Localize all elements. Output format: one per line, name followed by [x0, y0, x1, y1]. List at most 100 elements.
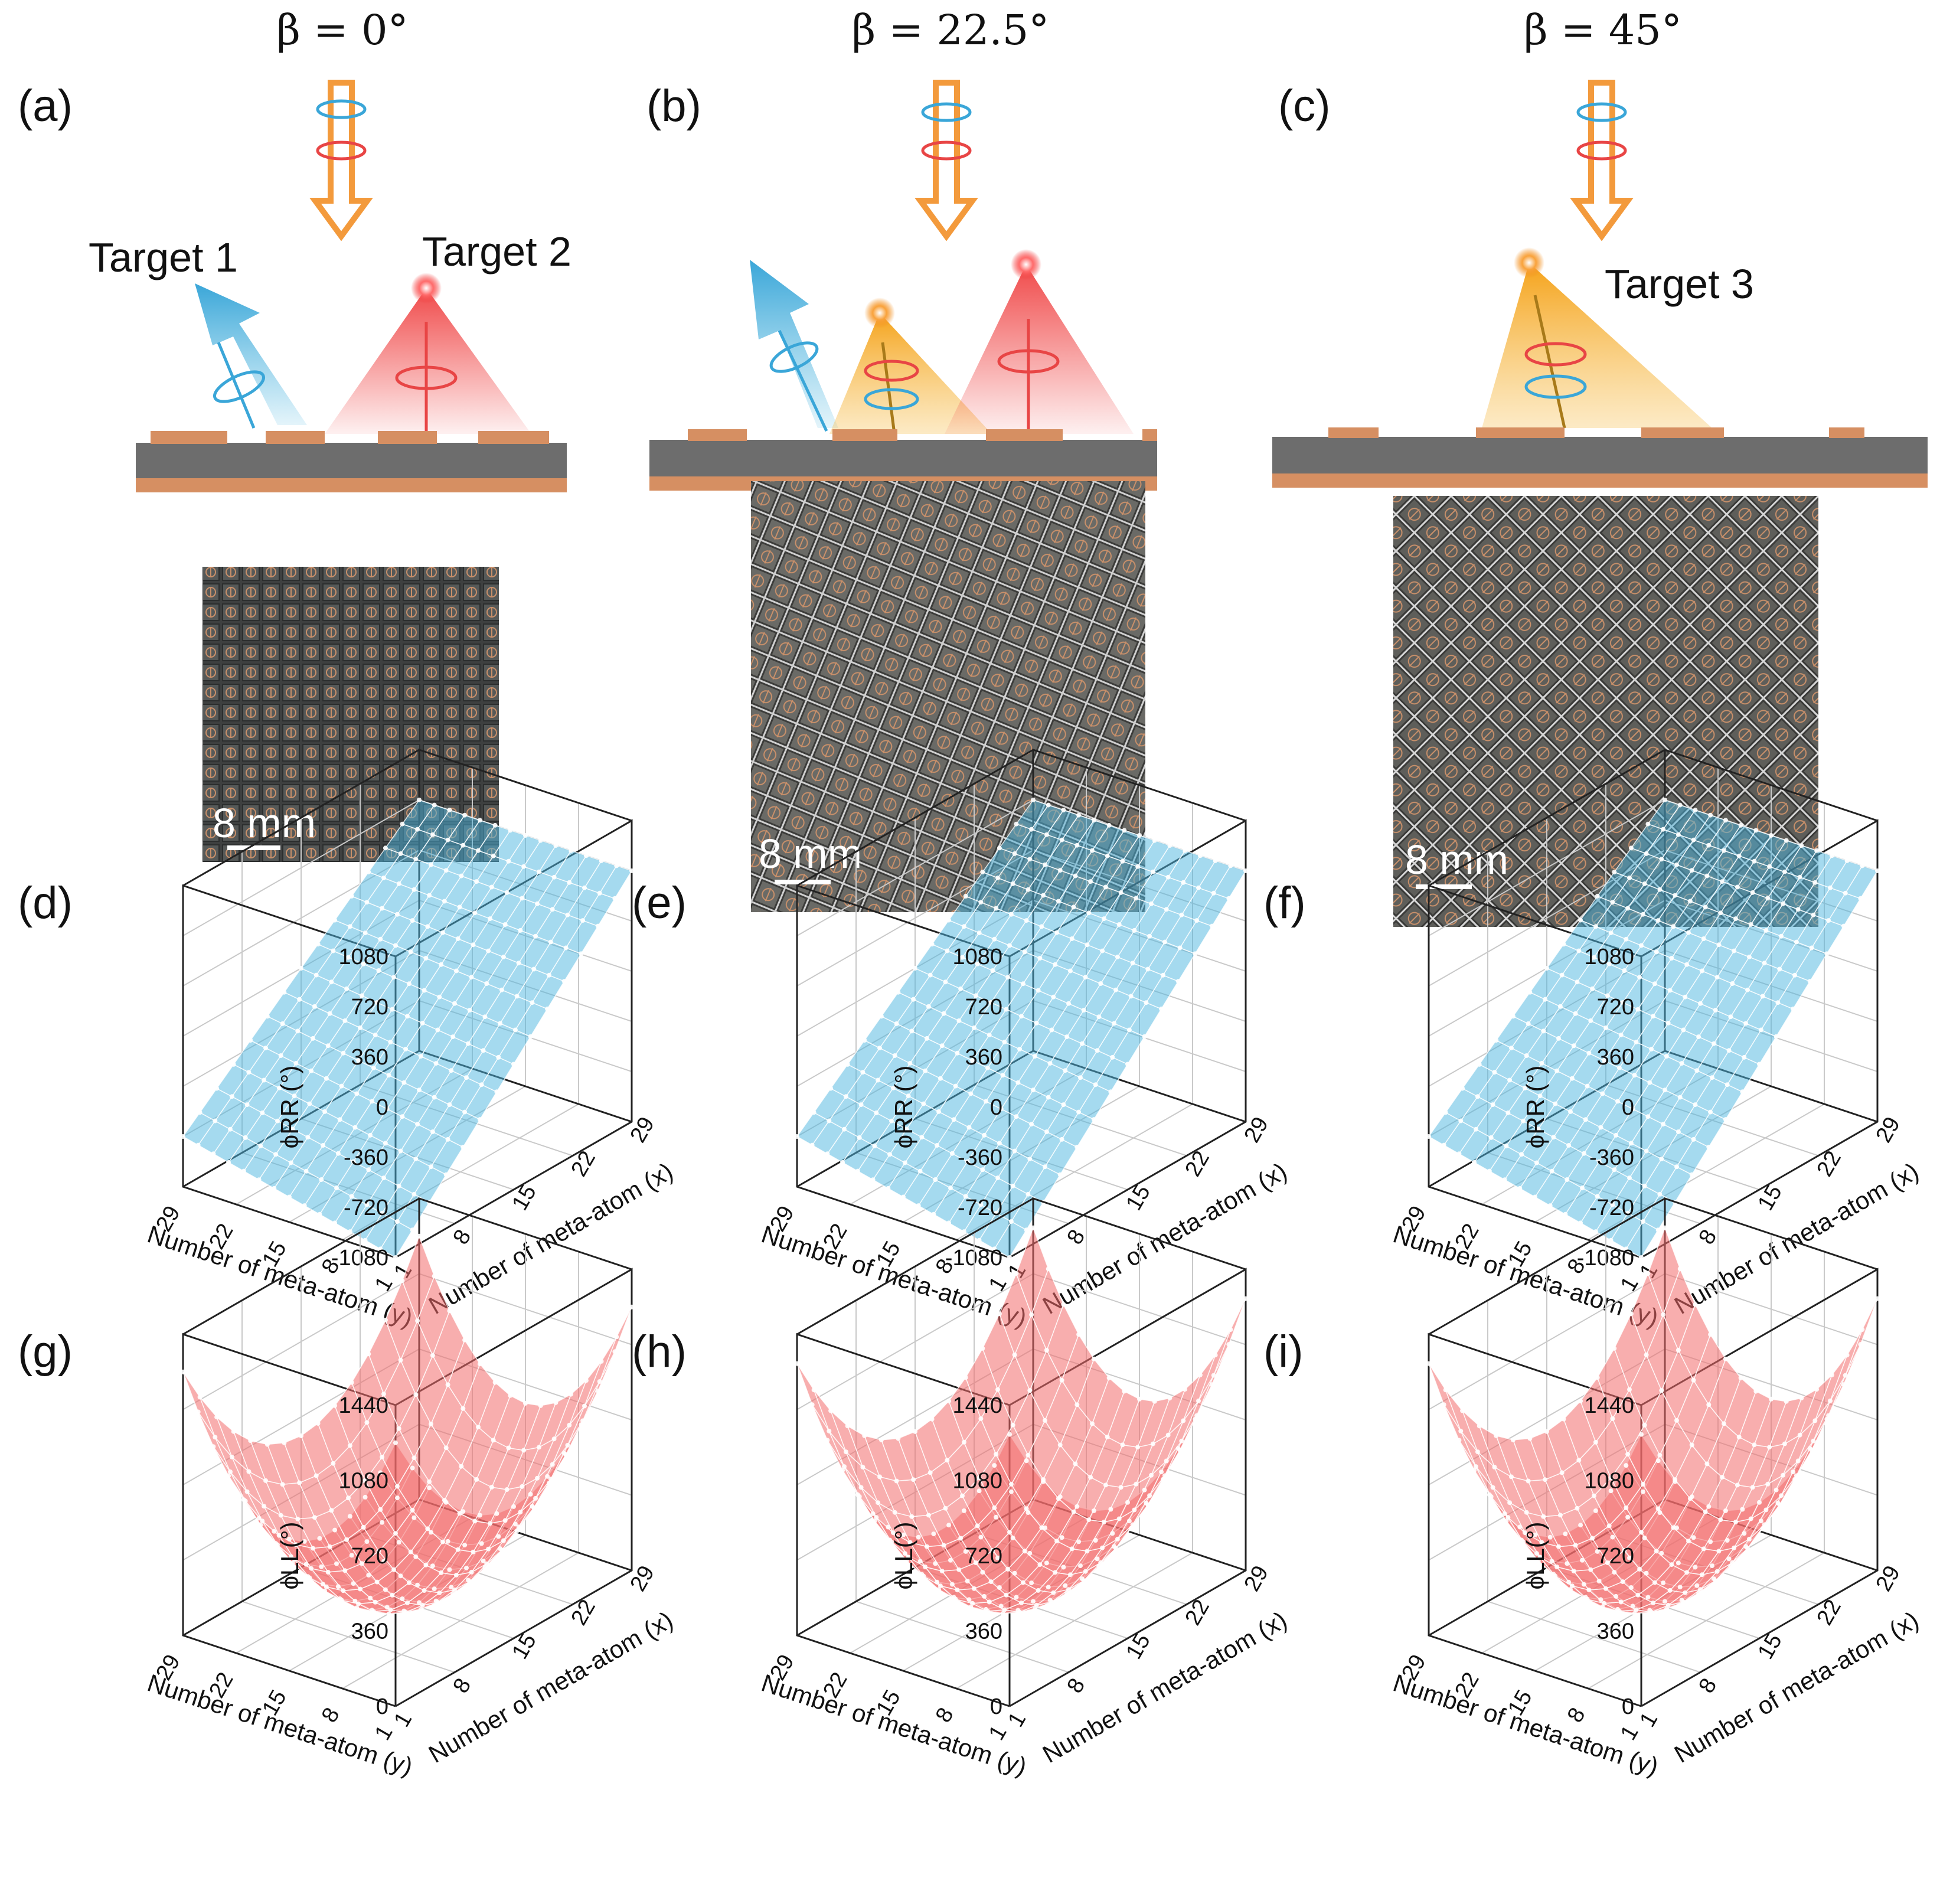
data-point [1556, 1036, 1561, 1041]
data-point [1642, 1183, 1647, 1188]
z-tick-label: 0 [990, 1095, 1002, 1120]
data-point [1826, 918, 1831, 923]
data-point [1426, 1134, 1431, 1139]
focused-cone-target-2-icon [325, 273, 531, 434]
data-point [842, 1464, 847, 1469]
data-point [1086, 1517, 1092, 1523]
data-point [1588, 1567, 1593, 1572]
data-point [398, 1573, 403, 1579]
data-point [1625, 906, 1631, 911]
data-point [418, 1054, 423, 1059]
data-point [901, 1532, 906, 1537]
data-point [1612, 1570, 1617, 1575]
data-point [1196, 1398, 1201, 1403]
data-point [376, 968, 381, 973]
data-point [1728, 1014, 1733, 1020]
data-point [361, 961, 366, 966]
data-point [1689, 868, 1694, 873]
data-point [1860, 1327, 1865, 1333]
data-point [1767, 864, 1772, 869]
panel-label-h: (h) [632, 1327, 687, 1377]
data-point [307, 1575, 312, 1580]
data-point [1102, 916, 1106, 922]
data-point [432, 1273, 437, 1279]
incident-beam-arrow-icon [309, 80, 373, 241]
z-axis-label: ϕLL(°) [1521, 1521, 1549, 1589]
data-point [530, 1000, 535, 1005]
data-point [599, 858, 604, 863]
data-point [1602, 1058, 1607, 1063]
data-point [1590, 986, 1595, 991]
surface-cell [1213, 1298, 1246, 1376]
data-point [1014, 821, 1019, 827]
data-point [1078, 1075, 1083, 1080]
data-point [984, 1099, 988, 1104]
data-point [548, 1477, 553, 1482]
beta-label-b: β = 22.5° [852, 6, 1049, 54]
data-point [1096, 1564, 1102, 1569]
data-point [1544, 966, 1549, 971]
data-point [1735, 884, 1740, 890]
data-point [1581, 1151, 1586, 1156]
data-point [1024, 1458, 1029, 1464]
data-point [394, 1495, 400, 1501]
data-point [1603, 1586, 1608, 1591]
data-point [400, 821, 405, 827]
data-point [966, 1125, 972, 1130]
data-point [1760, 994, 1765, 999]
data-point [1122, 828, 1127, 833]
data-point [857, 1135, 862, 1140]
data-point [471, 1549, 476, 1554]
x-tick-label: 8 [1062, 1674, 1090, 1697]
data-point [273, 1152, 279, 1157]
data-point [1689, 1442, 1694, 1448]
data-point [1054, 930, 1059, 935]
data-point [1706, 1402, 1712, 1407]
data-point [477, 818, 482, 823]
data-point [1661, 1122, 1666, 1127]
data-point [477, 1513, 482, 1518]
data-point [961, 1508, 966, 1513]
data-point [484, 981, 489, 986]
data-point [982, 1593, 987, 1599]
data-point [1539, 1540, 1544, 1545]
data-point [870, 1177, 876, 1183]
data-point [597, 890, 602, 896]
data-point [430, 1563, 435, 1569]
data-point [479, 1541, 484, 1546]
data-point [391, 975, 397, 980]
data-point [1137, 833, 1142, 838]
data-point [531, 966, 537, 972]
data-point [1536, 1558, 1541, 1563]
data-point [1669, 956, 1674, 961]
data-point [1616, 1609, 1622, 1614]
data-point [1020, 1580, 1025, 1585]
data-point [1106, 1375, 1112, 1380]
data-point [1701, 1546, 1706, 1552]
data-point [246, 1070, 252, 1075]
x-tick-label: 15 [1753, 1181, 1787, 1215]
data-point [1556, 1544, 1561, 1549]
surface-ll [181, 1233, 634, 1616]
data-point [963, 1375, 968, 1380]
data-point [896, 989, 901, 995]
data-point [583, 1378, 589, 1383]
data-point [413, 1554, 419, 1559]
data-point [531, 1505, 537, 1510]
data-point [488, 916, 492, 922]
data-point [1017, 1047, 1023, 1051]
z-axis-label: ϕLL(°) [890, 1521, 917, 1589]
data-point [1194, 918, 1200, 923]
focused-cone-orange-icon [829, 298, 992, 435]
data-point [960, 1493, 965, 1498]
data-point [443, 1172, 449, 1177]
data-point [1676, 1129, 1681, 1134]
data-point [563, 945, 569, 951]
data-point [1504, 1144, 1509, 1149]
data-point [447, 1567, 452, 1572]
data-point [965, 1159, 970, 1164]
data-point [878, 1014, 884, 1019]
data-point [1211, 1373, 1216, 1378]
data-point [1474, 1126, 1478, 1132]
data-point [494, 1089, 499, 1095]
